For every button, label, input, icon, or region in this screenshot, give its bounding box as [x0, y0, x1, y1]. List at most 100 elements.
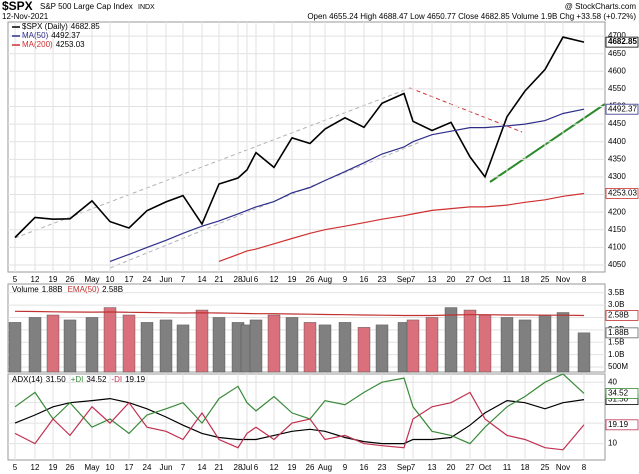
panel-frame [7, 21, 606, 273]
symbol: $SPX [2, 0, 33, 13]
x-tick-label: 8 [582, 275, 587, 284]
x-tick-label: 26 [66, 463, 75, 472]
y-tick-label: 4400 [608, 137, 626, 146]
y-tick-label: 1.5B [608, 337, 624, 346]
x-tick-label: Sep [397, 463, 412, 472]
volume-bar [176, 324, 190, 373]
exchange: INDX [138, 4, 155, 11]
volume-bar [518, 319, 532, 373]
volume-bar [538, 314, 552, 373]
last-value-label: 19.19 [608, 420, 629, 429]
x-tick-label: 24 [143, 463, 152, 472]
y-tick-label: 4700 [608, 31, 626, 40]
legend-name: $SPX (Daily) [22, 22, 68, 31]
x-tick-label: 26 [306, 463, 315, 472]
x-tick-label: 23 [378, 463, 387, 472]
series-line [14, 36, 585, 239]
legend-name: -DI [111, 375, 122, 384]
volume-bar [425, 317, 439, 373]
x-tick-label: Jun [160, 463, 173, 472]
x-tick-label: 5 [13, 463, 18, 472]
x-tick-label: 12 [31, 275, 40, 284]
y-tick-label: 4300 [608, 172, 626, 181]
series-line [218, 192, 585, 262]
volume-bar [195, 309, 209, 373]
volume-bar [463, 309, 477, 373]
legend-value: 2.58B [102, 285, 123, 294]
x-tick-label: 18 [521, 275, 530, 284]
x-tick-label: 19 [288, 275, 297, 284]
legend-name: EMA(50) [68, 285, 100, 294]
y-tick-label: 4350 [608, 154, 626, 163]
series-line [14, 310, 585, 317]
volume-bar [103, 307, 117, 373]
legend-value: 34.52 [86, 375, 107, 384]
volume-bar [46, 314, 60, 373]
y-tick-label: 4450 [608, 119, 626, 128]
x-tick-label: 24 [143, 275, 152, 284]
x-tick-label: 18 [521, 463, 530, 472]
last-value-label: 4492.37 [608, 104, 637, 113]
legend-entry: MA(50) 4492.37 [22, 31, 81, 40]
x-tick-label: 21 [215, 463, 224, 472]
y-tick-label: 4200 [608, 207, 626, 216]
x-tick-label: Oct [479, 275, 492, 284]
volume-bar [357, 327, 371, 373]
y-tick-label: 4150 [608, 225, 626, 234]
x-tick-label: 12 [270, 463, 279, 472]
x-tick-label: 25 [541, 463, 550, 472]
x-tick-label: 14 [198, 275, 207, 284]
series-line [109, 108, 585, 262]
x-tick-label: 11 [503, 463, 512, 472]
legend-name: Volume [12, 285, 39, 294]
legend-value: 4253.03 [56, 40, 85, 49]
volume-bar [28, 317, 42, 373]
y-tick-label: 4600 [608, 66, 626, 75]
legend-value: 4682.85 [71, 22, 100, 31]
y-tick-label: 3.0B [608, 300, 624, 309]
volume-bar [8, 322, 22, 373]
x-tick-label: Sep [397, 275, 412, 284]
x-tick-label: 20 [447, 463, 456, 472]
date: 12-Nov-2021 [2, 12, 49, 21]
y-tick-label: 4050 [608, 260, 626, 269]
x-tick-label: 5 [13, 275, 18, 284]
x-tick-label: 10 [106, 275, 115, 284]
channel-line [14, 87, 411, 239]
x-tick-label: Nov [556, 463, 570, 472]
x-tick-label: 26 [306, 275, 315, 284]
legend-name: MA(200) [22, 40, 53, 49]
volume-bar [122, 314, 136, 373]
last-value-label: 4253.03 [608, 189, 637, 198]
legend-entry: EMA(50) 2.58B [68, 285, 123, 294]
series-line [14, 391, 585, 451]
x-tick-label: 14 [198, 463, 207, 472]
x-tick-label: 6 [254, 275, 259, 284]
x-tick-label: 28 [234, 275, 243, 284]
x-tick-label: 19 [49, 463, 58, 472]
legend-name: +DI [71, 375, 84, 384]
x-tick-label: 9 [343, 275, 348, 284]
x-tick-label: Jul [242, 463, 252, 472]
legend-value: 31.50 [46, 375, 67, 384]
last-value-box [605, 419, 639, 431]
last-value-label: 31.50 [608, 395, 629, 404]
x-tick-label: 10 [106, 463, 115, 472]
x-tick-label: 8 [582, 463, 587, 472]
legend-name: ADX(14) [12, 375, 43, 384]
x-tick-label: Jun [160, 275, 173, 284]
resistance-line [409, 87, 523, 133]
legend-entry: ADX(14) 31.50 [12, 375, 66, 384]
x-tick-label: May [84, 275, 99, 284]
volume-bar [556, 312, 570, 373]
x-tick-label: 17 [125, 275, 134, 284]
last-value-box [605, 310, 639, 321]
panel-frame [7, 373, 606, 461]
last-value-box [605, 327, 639, 339]
x-tick-label: May [84, 463, 99, 472]
x-tick-label: 19 [288, 463, 297, 472]
x-tick-label: 7 [181, 463, 186, 472]
quote: Open 4655.24 High 4688.47 Low 4650.77 Cl… [307, 12, 636, 21]
volume-bar [500, 317, 514, 373]
x-tick-label: 13 [428, 275, 437, 284]
